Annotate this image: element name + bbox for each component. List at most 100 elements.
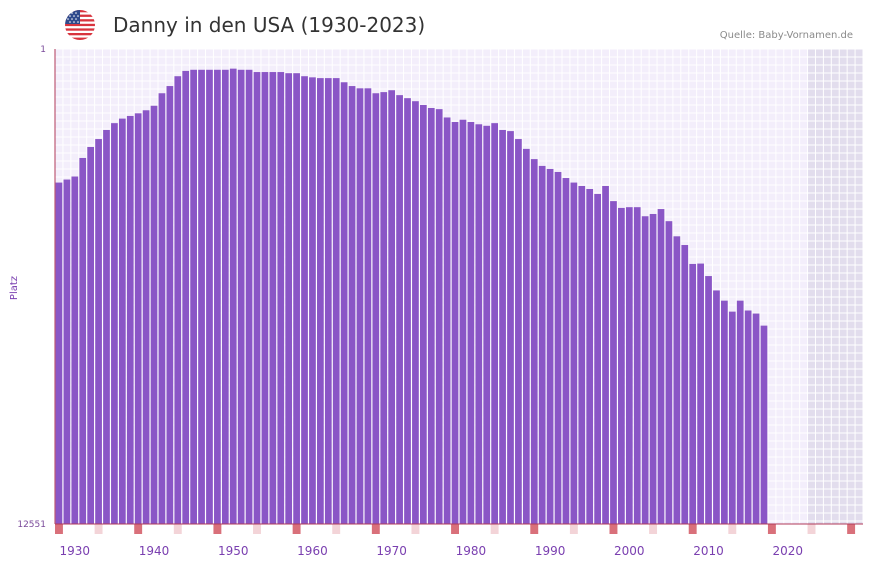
bar-1932 <box>87 146 95 524</box>
bar-1942 <box>166 86 174 525</box>
bar-1944 <box>182 70 190 525</box>
bar-2010 <box>705 276 712 524</box>
x-tick-2010: 2010 <box>693 544 724 558</box>
bar-1985 <box>507 131 514 524</box>
bar-1941 <box>158 93 166 524</box>
bar-1936 <box>118 118 126 525</box>
future-region <box>807 49 863 524</box>
bar-1939 <box>142 110 150 525</box>
bar-1956 <box>277 72 285 524</box>
bar-2007 <box>681 245 689 524</box>
bar-1952 <box>245 69 253 525</box>
bar-1978 <box>451 122 459 525</box>
bar-1973 <box>412 101 419 524</box>
bar-2013 <box>728 311 736 524</box>
x-marker-2003 <box>649 524 658 534</box>
bar-1949 <box>221 69 229 525</box>
bar-2002 <box>641 216 649 524</box>
bar-1988 <box>530 159 538 524</box>
bar-1928 <box>55 182 63 524</box>
bar-1999 <box>618 207 625 524</box>
y-tick-bottom: 12551 <box>17 520 46 530</box>
bar-1965 <box>348 86 356 525</box>
x-tick-1940: 1940 <box>139 544 170 558</box>
bar-1983 <box>491 123 499 524</box>
bar-1971 <box>396 95 403 524</box>
bar-1964 <box>340 82 348 524</box>
bar-1981 <box>475 124 483 524</box>
x-marker-1943 <box>173 524 182 534</box>
x-marker-2023 <box>807 524 816 534</box>
chart-title: Danny in den USA (1930-2023) <box>113 13 426 37</box>
bar-2009 <box>697 263 704 524</box>
us-flag-icon <box>65 10 95 40</box>
bar-1977 <box>443 117 451 524</box>
bar-1980 <box>467 122 475 525</box>
bar-1933 <box>95 139 102 524</box>
bar-1940 <box>150 105 158 525</box>
bar-1958 <box>293 73 300 525</box>
bar-1979 <box>459 119 467 524</box>
bar-1963 <box>332 78 340 524</box>
source-credit: Quelle: Baby-Vornamen.de <box>719 30 853 41</box>
bar-1930 <box>71 176 79 524</box>
bar-1966 <box>356 88 364 524</box>
y-tick-top: 1 <box>40 45 46 55</box>
bar-1947 <box>206 69 213 525</box>
bar-1960 <box>309 77 316 524</box>
bar-2015 <box>744 310 752 524</box>
bar-1953 <box>253 72 261 524</box>
bar-1934 <box>103 129 110 524</box>
bar-1989 <box>538 165 546 524</box>
x-tick-1960: 1960 <box>297 544 328 558</box>
bar-2011 <box>713 290 720 524</box>
bar-2008 <box>689 263 697 524</box>
bar-1969 <box>380 92 388 524</box>
bar-1968 <box>372 93 380 524</box>
x-tick-1930: 1930 <box>60 544 91 558</box>
bar-1998 <box>610 201 617 525</box>
bar-1970 <box>388 90 396 524</box>
bar-2003 <box>649 213 657 525</box>
bar-2000 <box>625 207 633 525</box>
bar-1938 <box>134 113 142 524</box>
x-tick-1980: 1980 <box>456 544 487 558</box>
bar-1990 <box>546 168 554 524</box>
bar-1974 <box>419 104 427 524</box>
bar-1994 <box>578 185 586 524</box>
bar-1967 <box>364 88 372 524</box>
x-marker-2028 <box>847 524 856 534</box>
bar-1993 <box>570 182 578 524</box>
x-marker-1933 <box>94 524 103 534</box>
bar-1957 <box>285 73 293 525</box>
bar-2005 <box>665 221 673 524</box>
x-marker-1983 <box>490 524 499 534</box>
bar-1986 <box>515 139 522 524</box>
bar-1976 <box>435 109 443 525</box>
x-marker-2018 <box>767 524 776 534</box>
bar-2006 <box>673 236 681 524</box>
x-tick-2000: 2000 <box>614 544 645 558</box>
bar-1955 <box>269 72 277 524</box>
x-marker-1998 <box>609 524 618 534</box>
bar-1996 <box>594 193 601 525</box>
bar-1948 <box>214 69 221 525</box>
x-marker-1953 <box>253 524 261 534</box>
x-marker-2013 <box>728 524 737 534</box>
bar-1951 <box>237 69 245 525</box>
y-axis-label: Platz <box>9 276 20 300</box>
bar-1931 <box>79 157 87 525</box>
bar-1984 <box>499 129 506 524</box>
bar-2004 <box>657 209 665 524</box>
bar-1946 <box>198 69 205 525</box>
bar-1982 <box>483 125 491 524</box>
bar-2001 <box>633 207 641 525</box>
bar-1997 <box>602 185 609 524</box>
x-marker-1968 <box>371 524 380 534</box>
bar-2017 <box>760 325 768 524</box>
bar-1992 <box>562 178 570 525</box>
x-marker-1993 <box>569 524 578 534</box>
x-marker-1963 <box>332 524 341 534</box>
bar-2016 <box>752 313 760 524</box>
